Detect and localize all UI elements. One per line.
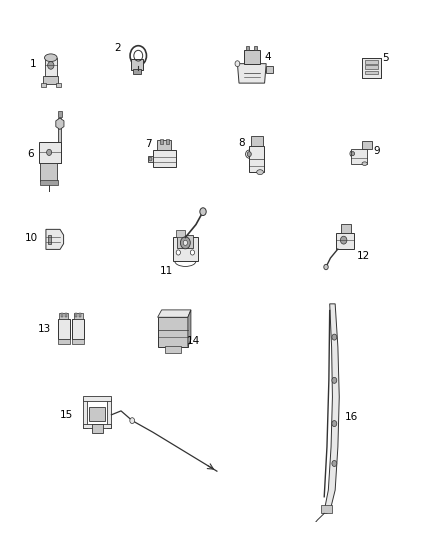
Bar	[74, 312, 83, 319]
Circle shape	[332, 334, 337, 340]
Bar	[365, 66, 378, 69]
Circle shape	[332, 421, 337, 426]
Bar	[131, 59, 143, 69]
Bar	[157, 140, 171, 150]
Bar	[336, 233, 354, 249]
Bar	[133, 69, 141, 74]
Circle shape	[190, 250, 194, 255]
Bar	[65, 313, 67, 318]
Circle shape	[176, 250, 180, 255]
Bar	[45, 58, 57, 76]
Polygon shape	[323, 304, 339, 513]
Ellipse shape	[350, 150, 356, 157]
Text: 13: 13	[38, 324, 51, 334]
Bar	[148, 156, 153, 162]
Polygon shape	[56, 118, 64, 130]
Bar	[107, 399, 111, 429]
Bar	[79, 313, 81, 318]
Circle shape	[183, 240, 187, 245]
Text: 5: 5	[382, 53, 389, 63]
Bar	[362, 141, 372, 149]
Bar	[39, 142, 61, 163]
Bar	[41, 83, 46, 87]
Text: 15: 15	[60, 410, 74, 420]
Bar	[173, 237, 198, 261]
Circle shape	[149, 157, 152, 161]
Polygon shape	[158, 310, 191, 317]
Circle shape	[340, 236, 347, 244]
Text: 6: 6	[28, 149, 34, 159]
Bar	[56, 83, 61, 87]
Bar	[89, 407, 105, 421]
Bar	[254, 46, 258, 50]
Bar	[40, 163, 57, 181]
Circle shape	[235, 61, 240, 67]
Bar	[83, 424, 111, 429]
Bar	[246, 46, 249, 50]
Bar	[176, 230, 185, 237]
Polygon shape	[188, 310, 191, 347]
Bar	[43, 76, 58, 84]
Bar	[158, 317, 188, 347]
Bar	[58, 118, 61, 163]
Text: 8: 8	[238, 138, 244, 148]
Bar	[40, 180, 58, 185]
Bar	[48, 235, 51, 244]
Bar	[57, 319, 70, 339]
Text: 7: 7	[145, 139, 152, 149]
Bar	[365, 60, 378, 64]
Circle shape	[351, 151, 354, 156]
Bar	[72, 339, 85, 344]
Bar	[153, 150, 176, 167]
Text: 1: 1	[29, 59, 36, 69]
Bar	[321, 505, 332, 513]
Bar	[57, 339, 70, 344]
Bar	[249, 146, 264, 172]
Bar	[160, 139, 162, 144]
Text: 14: 14	[187, 336, 201, 346]
Bar	[365, 70, 378, 75]
Polygon shape	[46, 229, 64, 249]
Circle shape	[247, 152, 251, 157]
Bar	[177, 235, 193, 248]
Text: 10: 10	[25, 233, 38, 243]
Circle shape	[332, 461, 337, 466]
Bar	[59, 312, 68, 319]
Polygon shape	[237, 63, 266, 83]
Circle shape	[332, 377, 337, 383]
Text: 11: 11	[160, 265, 173, 276]
Circle shape	[130, 418, 134, 424]
Bar	[92, 424, 103, 433]
Bar	[75, 313, 78, 318]
Bar	[244, 50, 260, 63]
Ellipse shape	[362, 162, 367, 165]
Bar	[362, 58, 381, 78]
Bar	[60, 313, 63, 318]
Text: 16: 16	[345, 413, 358, 423]
Bar	[166, 139, 169, 144]
Ellipse shape	[246, 150, 253, 158]
Text: 2: 2	[114, 43, 120, 53]
Ellipse shape	[45, 54, 57, 62]
Circle shape	[46, 149, 52, 156]
Bar	[83, 399, 87, 429]
Bar	[251, 136, 263, 146]
Bar	[83, 397, 111, 401]
Circle shape	[48, 62, 54, 69]
Ellipse shape	[257, 169, 263, 175]
Circle shape	[324, 264, 328, 270]
Bar	[350, 149, 367, 164]
Bar	[57, 111, 62, 117]
Text: 9: 9	[373, 147, 380, 156]
Bar	[266, 66, 272, 74]
Bar	[341, 224, 351, 233]
Circle shape	[200, 208, 206, 215]
Text: 4: 4	[265, 52, 271, 62]
Bar	[72, 319, 85, 339]
Text: 12: 12	[357, 251, 370, 261]
Bar	[165, 345, 181, 353]
Circle shape	[180, 237, 190, 249]
